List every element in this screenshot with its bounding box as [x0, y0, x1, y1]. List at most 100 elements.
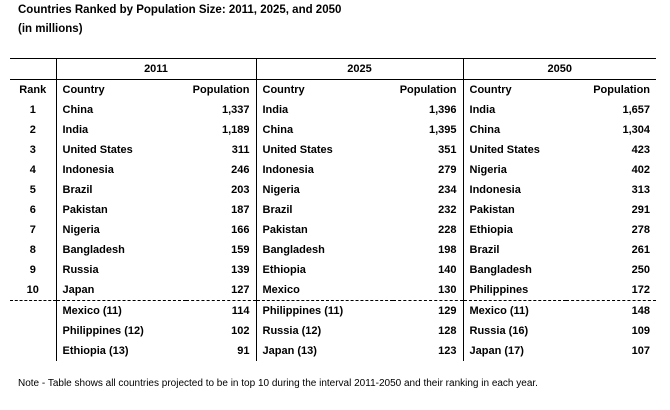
country-header-2050: Country	[462, 79, 567, 100]
rank-cell: 2	[29, 124, 36, 136]
population-header-2011: Population	[192, 84, 250, 96]
country-2050-cell: India	[462, 100, 567, 120]
rank-cell: 4	[29, 164, 36, 176]
rank-cell	[10, 300, 56, 321]
country-2011-cell: India	[55, 120, 186, 140]
population-2011-cell: 1,189	[221, 124, 250, 136]
country-2025-cell: China	[255, 120, 393, 140]
population-2050-cell: 148	[566, 300, 657, 321]
country-2025-cell: Mexico	[255, 280, 393, 301]
population-2011-cell: 139	[231, 264, 250, 276]
population-2025-cell: 198	[438, 244, 457, 256]
table-note: Note - Table shows all countries project…	[18, 378, 538, 389]
population-2011-cell: 203	[231, 184, 250, 196]
population-2011-cell: 127	[231, 284, 250, 296]
country-2011-cell: Japan	[55, 280, 186, 301]
population-2011-cell: 114	[186, 300, 256, 321]
country-2011-cell: Philippines (12)	[55, 321, 186, 341]
country-2025-cell: India	[255, 100, 393, 120]
population-2011-cell: 187	[231, 204, 250, 216]
population-2011-cell: 102	[231, 325, 250, 337]
population-2011-cell: 91	[237, 345, 250, 357]
population-header-2025: Population	[399, 84, 457, 96]
population-2050-cell: 1,657	[622, 104, 651, 116]
population-2050-cell: 402	[631, 164, 651, 176]
country-2025-cell: Brazil	[255, 200, 393, 220]
population-2025-cell: 232	[438, 204, 457, 216]
country-2011-cell: Brazil	[55, 180, 186, 200]
country-2050-cell: Pakistan	[462, 200, 567, 220]
table-row: 1 China 1,337 India 1,396 India 1,657	[10, 100, 656, 120]
population-2050-cell: 1,304	[622, 124, 651, 136]
table-row: Mexico (11) 114 Philippines (11) 129 Mexico …	[10, 300, 657, 321]
country-2025-cell: Ethiopia	[255, 260, 393, 280]
country-2025-cell: Nigeria	[255, 180, 393, 200]
country-2025-cell: Pakistan	[255, 220, 393, 240]
table-row: 9 Russia 139 Ethiopia 140 Bangladesh 250	[10, 260, 656, 280]
table-row: 4 Indonesia 246 Indonesia 279 Nigeria 402	[10, 160, 656, 180]
table-row: 2 India 1,189 China 1,395 China 1,304	[10, 120, 656, 140]
rank-cell	[10, 321, 56, 341]
country-2050-cell: Bangladesh	[462, 260, 567, 280]
country-2050-cell: Indonesia	[462, 180, 567, 200]
country-2011-cell: Pakistan	[55, 200, 186, 220]
population-2025-cell: 228	[438, 224, 457, 236]
table-row: 7 Nigeria 166 Pakistan 228 Ethiopia 278	[10, 220, 656, 240]
table-row: 10 Japan 127 Mexico 130 Philippines 172	[10, 280, 656, 301]
rank-cell: 7	[29, 224, 36, 236]
population-2025-cell: 351	[438, 144, 457, 156]
population-2050-cell: 250	[631, 264, 651, 276]
country-2050-cell: Brazil	[462, 240, 567, 260]
population-header-2050: Population	[593, 84, 651, 96]
rank-cell: 1	[29, 104, 36, 116]
population-2025-cell: 279	[438, 164, 457, 176]
country-2011-cell: Russia	[55, 260, 186, 280]
rank-cell: 8	[29, 244, 36, 256]
population-2011-cell: 311	[231, 144, 250, 156]
country-2050-cell: Russia (16)	[462, 321, 567, 341]
population-2025-cell: 129	[393, 300, 464, 321]
table-row: 3 United States 311 United States 351 United …	[10, 140, 656, 160]
column-header-row: Rank Country Population Country Populati…	[10, 79, 656, 100]
population-2025-cell: 128	[438, 325, 457, 337]
population-2025-cell: 234	[438, 184, 457, 196]
rank-cell: 10	[26, 284, 39, 296]
rank-spacer	[10, 58, 56, 80]
country-2050-cell: China	[462, 120, 567, 140]
table-row: Philippines (12) 102 Russia (12) 128 Russia …	[10, 321, 656, 341]
rank-cell: 5	[29, 184, 36, 196]
rank-cell	[10, 341, 56, 361]
table-row: 6 Pakistan 187 Brazil 232 Pakistan 291	[10, 200, 656, 220]
country-2050-cell: Ethiopia	[462, 220, 567, 240]
table-row: 5 Brazil 203 Nigeria 234 Indonesia 313	[10, 180, 656, 200]
page-subtitle: (in millions)	[18, 23, 83, 35]
country-2011-cell: Ethiopia (13)	[55, 341, 186, 361]
population-2011-cell: 1,337	[221, 104, 250, 116]
country-2050-cell: Mexico (11)	[462, 300, 567, 321]
country-2050-cell: United States	[462, 140, 567, 160]
year-header-row: 2011 2025 2050	[10, 58, 657, 80]
country-2025-cell: Indonesia	[255, 160, 393, 180]
population-2050-cell: 172	[631, 284, 651, 296]
rank-cell: 3	[29, 144, 36, 156]
country-2025-cell: United States	[255, 140, 393, 160]
country-2011-cell: Indonesia	[55, 160, 186, 180]
population-2050-cell: 313	[631, 184, 651, 196]
population-2011-cell: 166	[231, 224, 250, 236]
year-2025-header: 2025	[255, 58, 464, 80]
rank-cell: 6	[29, 204, 36, 216]
country-2050-cell: Japan (17)	[462, 341, 567, 361]
country-2011-cell: Mexico (11)	[55, 300, 186, 321]
country-2011-cell: Bangladesh	[55, 240, 186, 260]
population-2050-cell: 261	[631, 244, 651, 256]
country-header-2011: Country	[55, 79, 186, 100]
rank-header: Rank	[19, 84, 47, 96]
country-2011-cell: China	[55, 100, 186, 120]
year-2011-header: 2011	[55, 58, 256, 80]
table-row: 8 Bangladesh 159 Bangladesh 198 Brazil 261	[10, 240, 656, 260]
population-2025-cell: 1,395	[428, 124, 457, 136]
population-2050-cell: 109	[631, 325, 651, 337]
country-2011-cell: Nigeria	[55, 220, 186, 240]
population-2011-cell: 159	[231, 244, 250, 256]
population-2011-cell: 246	[231, 164, 250, 176]
